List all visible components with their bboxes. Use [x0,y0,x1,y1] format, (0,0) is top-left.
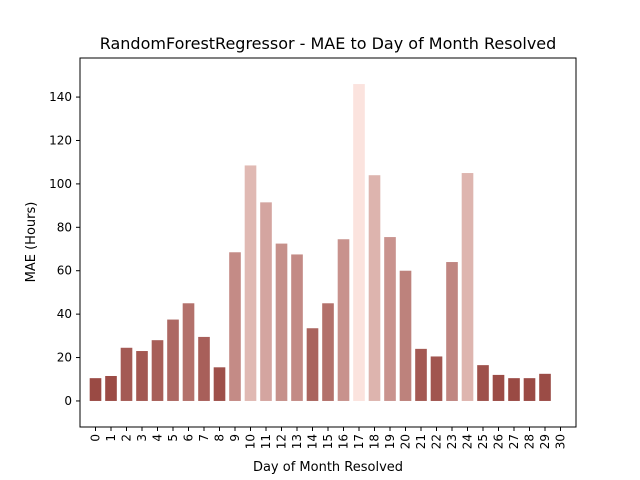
bar-day-20 [399,270,412,401]
y-tick-label: 20 [57,351,72,365]
bar-day-17 [353,84,365,401]
bar-day-6 [182,303,195,401]
bar-day-25 [477,365,489,401]
x-tick-label: 6 [182,434,196,442]
bar-day-8 [213,367,226,401]
x-axis-ticks: 0 1 2 3 4 5 6 7 8 9 10 11 12 13 14 15 16 17 18 19 20 21 22 23 24… [89,427,568,449]
y-axis-label: MAE (Hours) [24,202,39,283]
x-tick-label: 24 [461,434,475,449]
bar-day-13 [291,254,303,401]
bar-day-10 [244,165,257,401]
y-tick-label: 0 [64,394,72,408]
x-tick-label: 14 [306,434,320,449]
y-tick-label: 100 [49,177,72,191]
bar-day-27 [508,378,520,401]
x-tick-label: 15 [321,434,335,449]
x-tick-label: 29 [538,434,552,449]
x-tick-label: 10 [244,434,258,449]
x-tick-label: 5 [166,434,180,442]
y-tick-label: 80 [57,220,72,234]
x-tick-label: 18 [368,434,382,449]
x-axis-label: Day of Month Resolved [253,460,403,475]
bar-day-5 [167,319,179,401]
bar-day-0 [89,378,102,401]
x-tick-label: 23 [445,434,459,449]
x-tick-label: 11 [259,434,273,449]
chart-title: RandomForestRegressor - MAE to Day of Mo… [100,34,557,53]
x-tick-label: 2 [120,434,134,442]
bar-day-7 [198,336,210,401]
bar-day-1 [105,375,117,401]
bar-day-2 [120,347,133,401]
y-tick-label: 120 [49,133,72,147]
x-tick-label: 1 [104,434,118,442]
y-tick-label: 60 [57,264,72,278]
bar-day-22 [430,356,443,401]
x-tick-label: 9 [228,434,242,442]
x-tick-label: 22 [430,434,444,449]
x-tick-label: 28 [523,434,537,449]
bar-day-26 [492,374,505,401]
x-tick-label: 25 [476,434,490,449]
bar-day-18 [368,175,381,401]
bar-day-15 [322,303,334,401]
x-tick-label: 13 [290,434,304,449]
bar-day-4 [151,340,164,401]
x-tick-label: 20 [399,434,413,449]
bar-day-19 [384,237,396,401]
x-tick-label: 4 [151,434,165,442]
bars-group [89,84,551,401]
x-tick-label: 0 [89,434,103,442]
y-axis-ticks: 0 20 40 60 80 100 120 140 [49,90,80,408]
x-tick-label: 16 [337,434,351,449]
x-tick-label: 12 [275,434,289,449]
bar-day-29 [539,373,551,401]
x-tick-label: 27 [507,434,521,449]
bar-day-14 [306,328,319,401]
bar-day-11 [260,202,272,401]
y-tick-label: 40 [57,307,72,321]
x-tick-label: 7 [197,434,211,442]
x-tick-label: 21 [414,434,428,449]
bar-day-24 [461,173,474,401]
bar-day-21 [415,348,427,401]
x-tick-label: 3 [135,434,149,442]
bar-day-28 [523,378,536,401]
bar-day-12 [275,243,288,401]
x-tick-label: 19 [383,434,397,449]
x-tick-label: 26 [492,434,506,449]
bar-day-3 [136,351,148,401]
bar-day-23 [446,262,458,401]
y-tick-label: 140 [49,90,72,104]
x-tick-label: 30 [554,434,568,449]
x-tick-label: 17 [352,434,366,449]
bar-day-16 [337,239,350,401]
bar-day-9 [229,252,241,401]
x-tick-label: 8 [213,434,227,442]
